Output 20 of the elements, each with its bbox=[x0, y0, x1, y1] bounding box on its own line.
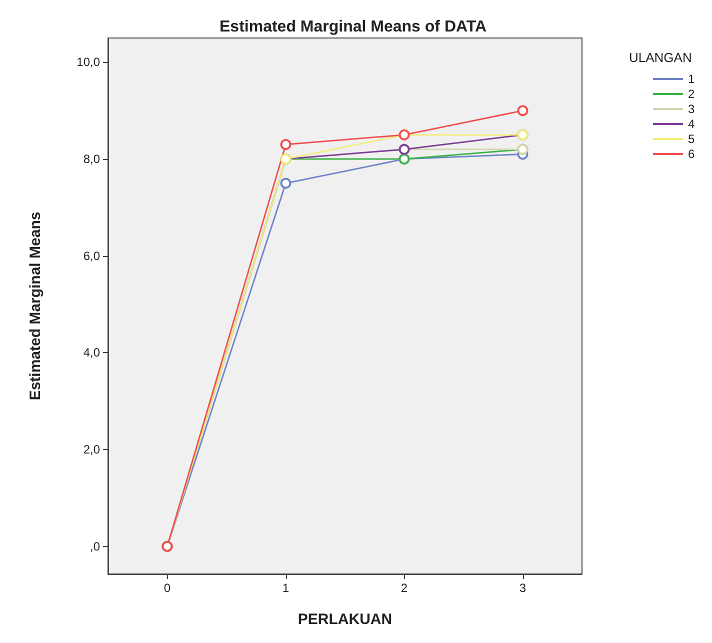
y-tick-label: ,0 bbox=[90, 539, 100, 554]
y-axis-title: Estimated Marginal Means bbox=[27, 212, 44, 400]
y-tick-label: 10,0 bbox=[76, 55, 100, 70]
x-axis-title: PERLAKUAN bbox=[298, 611, 392, 628]
x-tick-label: 0 bbox=[164, 581, 171, 595]
y-tick-label: 2,0 bbox=[83, 442, 100, 457]
y-tick-label: 6,0 bbox=[83, 248, 100, 263]
legend-label: 5 bbox=[688, 132, 695, 146]
legend-label: 3 bbox=[688, 102, 695, 116]
x-tick-label: 2 bbox=[400, 581, 408, 595]
legend-label: 1 bbox=[688, 72, 695, 86]
x-tick-label: 1 bbox=[282, 581, 290, 595]
legend-label: 6 bbox=[688, 147, 695, 161]
chart-title: Estimated Marginal Means of DATA bbox=[220, 18, 487, 36]
legend-label: 2 bbox=[688, 87, 695, 101]
x-tick-label: 3 bbox=[519, 581, 526, 595]
legend-title: ULANGAN bbox=[629, 50, 692, 65]
y-tick-label: 4,0 bbox=[83, 346, 100, 360]
legend-label: 4 bbox=[688, 117, 695, 131]
y-tick-label: 8,0 bbox=[83, 152, 100, 166]
